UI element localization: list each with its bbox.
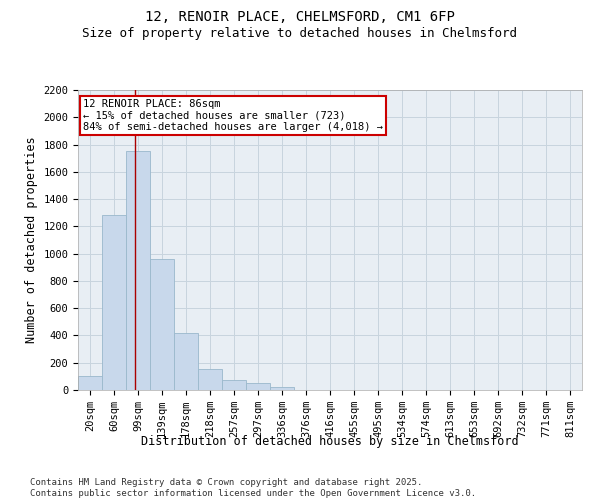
Text: Contains HM Land Registry data © Crown copyright and database right 2025.
Contai: Contains HM Land Registry data © Crown c… [30,478,476,498]
Bar [270,386,294,390]
Bar [78,376,102,390]
Y-axis label: Number of detached properties: Number of detached properties [25,136,38,344]
Bar [150,259,174,390]
Text: Distribution of detached houses by size in Chelmsford: Distribution of detached houses by size … [141,435,519,448]
Bar [102,216,126,390]
Text: 12 RENOIR PLACE: 86sqm
← 15% of detached houses are smaller (723)
84% of semi-de: 12 RENOIR PLACE: 86sqm ← 15% of detached… [83,99,383,132]
Text: Size of property relative to detached houses in Chelmsford: Size of property relative to detached ho… [83,28,517,40]
Bar [222,380,246,390]
Bar [174,332,198,390]
Bar [246,383,270,390]
Bar [198,369,222,390]
Text: 12, RENOIR PLACE, CHELMSFORD, CM1 6FP: 12, RENOIR PLACE, CHELMSFORD, CM1 6FP [145,10,455,24]
Bar [126,152,150,390]
